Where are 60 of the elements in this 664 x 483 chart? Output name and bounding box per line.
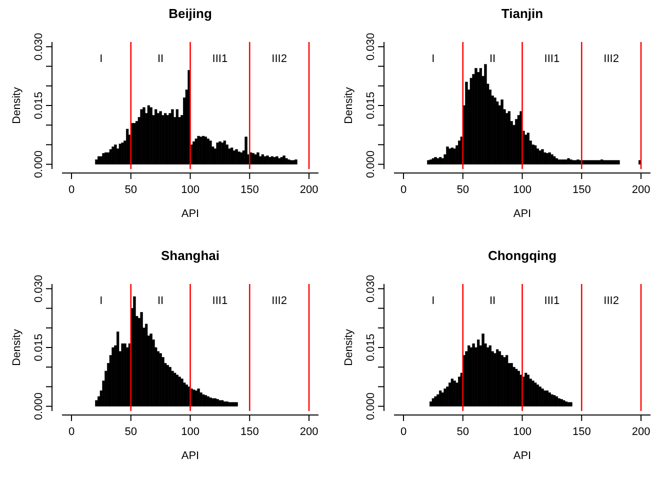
annotation: III2: [272, 294, 287, 307]
annotation: I: [432, 294, 435, 307]
annotation: III1: [212, 52, 228, 65]
annotation: II: [158, 294, 164, 307]
x-tick-label: 100: [513, 426, 532, 438]
x-tick-label: 0: [400, 426, 407, 438]
annotation: I: [100, 294, 103, 307]
x-tick-label: 150: [240, 184, 259, 196]
annotation: II: [490, 52, 496, 65]
y-axis-title: Density: [343, 86, 355, 124]
chart-title: Chongqing: [488, 248, 557, 263]
x-tick-label: 150: [572, 426, 591, 438]
annotation: III1: [544, 294, 560, 307]
annotation: II: [158, 52, 164, 65]
y-tick-label: 0.030: [33, 32, 45, 60]
annotation: II: [490, 294, 496, 307]
x-tick-label: 200: [300, 184, 318, 196]
x-tick-label: 150: [572, 184, 591, 196]
x-tick-label: 150: [240, 426, 259, 438]
x-tick-label: 0: [68, 184, 75, 196]
annotation: I: [432, 52, 435, 65]
y-axis-title: Density: [343, 328, 355, 366]
y-tick-label: 0.030: [365, 274, 377, 302]
x-tick-label: 200: [632, 184, 650, 196]
annotation: III1: [544, 52, 560, 65]
y-tick-label: 0.030: [33, 274, 45, 302]
y-tick-label: 0.015: [365, 92, 377, 120]
y-axis-title: Density: [11, 328, 23, 366]
y-tick-label: 0.015: [365, 334, 377, 362]
annotation: III1: [212, 294, 228, 307]
x-tick-label: 0: [400, 184, 407, 196]
annotation: III2: [272, 52, 287, 65]
annotation: III2: [604, 294, 619, 307]
x-tick-label: 100: [513, 184, 532, 196]
x-tick-label: 50: [456, 426, 469, 438]
y-tick-label: 0.000: [365, 392, 377, 420]
x-axis-title: API: [181, 450, 200, 462]
annotation: I: [100, 52, 103, 65]
x-tick-label: 200: [632, 426, 650, 438]
x-tick-label: 200: [300, 426, 318, 438]
x-axis-title: API: [513, 450, 532, 462]
y-tick-label: 0.000: [365, 150, 377, 178]
y-tick-label: 0.000: [33, 150, 45, 178]
y-tick-label: 0.015: [33, 92, 45, 120]
x-tick-label: 50: [124, 184, 137, 196]
y-tick-label: 0.015: [33, 334, 45, 362]
x-tick-label: 50: [456, 184, 469, 196]
x-axis-title: API: [513, 208, 532, 220]
y-tick-label: 0.030: [365, 32, 377, 60]
y-tick-label: 0.000: [33, 392, 45, 420]
x-tick-label: 0: [68, 426, 75, 438]
x-axis-title: API: [181, 208, 200, 220]
x-tick-label: 50: [124, 426, 137, 438]
x-tick-label: 100: [181, 426, 200, 438]
chart-title: Beijing: [168, 6, 212, 21]
annotation: III2: [604, 52, 619, 65]
y-axis-title: Density: [11, 86, 23, 124]
x-tick-label: 100: [181, 184, 200, 196]
chart-title: Shanghai: [160, 248, 220, 263]
chart-title: Tianjin: [501, 6, 544, 21]
